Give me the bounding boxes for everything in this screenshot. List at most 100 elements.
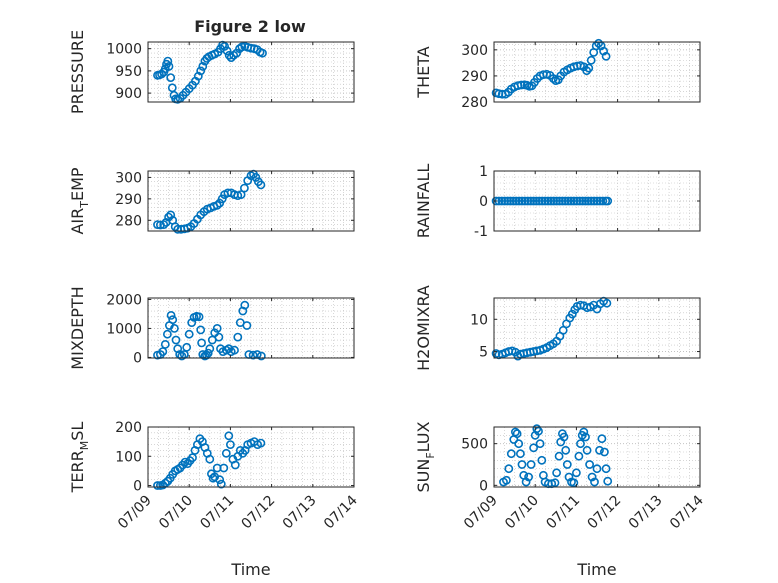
data-point bbox=[203, 348, 213, 358]
data-point bbox=[166, 73, 176, 82]
data-point bbox=[516, 80, 526, 90]
data-point bbox=[497, 196, 507, 206]
data-point bbox=[581, 432, 590, 442]
data-point bbox=[514, 196, 524, 206]
data-point bbox=[524, 472, 533, 482]
data-point bbox=[521, 477, 531, 487]
data-point bbox=[569, 196, 579, 206]
axes-box bbox=[493, 426, 701, 488]
data-point bbox=[166, 210, 176, 220]
figure-title: Figure 2 low bbox=[194, 17, 306, 36]
data-point bbox=[511, 196, 521, 206]
data-point bbox=[500, 196, 510, 206]
data-point bbox=[516, 449, 525, 459]
data-point bbox=[602, 298, 612, 308]
y-tick-label: 500 bbox=[461, 437, 488, 453]
data-point bbox=[506, 196, 515, 206]
data-point bbox=[561, 445, 571, 455]
data-points bbox=[153, 169, 266, 234]
data-point bbox=[194, 312, 204, 322]
data-point bbox=[558, 196, 567, 206]
data-point bbox=[549, 196, 559, 206]
y-axis-label: MIXDEPTH bbox=[68, 286, 87, 369]
y-tick-label: 290 bbox=[115, 192, 142, 208]
data-point bbox=[562, 460, 572, 469]
data-point bbox=[226, 53, 236, 62]
data-point bbox=[555, 196, 564, 206]
y-tick-label: 0 bbox=[479, 194, 488, 210]
data-point bbox=[196, 325, 206, 335]
data-point bbox=[251, 172, 261, 182]
data-point bbox=[221, 448, 231, 458]
axes-box bbox=[147, 41, 355, 103]
y-axis-label: AIRTEMP bbox=[68, 167, 91, 234]
data-point bbox=[600, 447, 609, 457]
subplot-air-temp: 280 290 300 AIRTEMP bbox=[68, 167, 355, 235]
data-point bbox=[184, 329, 194, 339]
data-point bbox=[256, 180, 266, 190]
data-point bbox=[537, 196, 547, 206]
data-point bbox=[205, 454, 215, 464]
y-axis-label: RAINFALL bbox=[414, 164, 433, 239]
data-point bbox=[520, 196, 530, 206]
data-point bbox=[166, 310, 176, 320]
data-point bbox=[214, 332, 224, 342]
y-tick-label: 200 bbox=[115, 420, 142, 436]
subplot-h2omixra: 5 10 H2OMIXRA bbox=[414, 285, 701, 371]
data-point bbox=[592, 464, 602, 474]
data-point bbox=[550, 478, 560, 488]
data-point bbox=[196, 66, 206, 76]
data-point bbox=[563, 196, 573, 206]
axes-box bbox=[493, 41, 701, 103]
data-point bbox=[163, 56, 173, 66]
data-point bbox=[546, 196, 556, 206]
data-point bbox=[574, 451, 584, 461]
y-axis-label: H2OMIXRA bbox=[414, 285, 433, 371]
data-point bbox=[540, 196, 550, 206]
data-point bbox=[601, 464, 611, 474]
data-point bbox=[581, 196, 590, 206]
data-point bbox=[572, 468, 581, 478]
data-point bbox=[569, 478, 579, 488]
y-axis-label: SUNFLUX bbox=[414, 421, 437, 492]
data-point bbox=[506, 449, 516, 459]
data-point bbox=[248, 350, 258, 360]
data-point bbox=[212, 323, 222, 333]
data-point bbox=[535, 439, 545, 449]
data-point bbox=[566, 196, 576, 206]
data-point bbox=[560, 196, 570, 206]
y-tick-label: 0 bbox=[133, 350, 142, 366]
x-axis-label: Time bbox=[230, 560, 270, 579]
y-tick-label: 300 bbox=[461, 43, 488, 59]
data-point bbox=[168, 315, 178, 325]
y-tick-label: 290 bbox=[461, 69, 488, 85]
y-tick-label: 0 bbox=[479, 478, 488, 494]
data-point bbox=[526, 196, 536, 206]
data-point bbox=[212, 200, 222, 210]
data-point bbox=[601, 51, 611, 61]
axes-box bbox=[147, 426, 355, 488]
data-point bbox=[517, 460, 527, 469]
data-point bbox=[216, 479, 226, 489]
data-point bbox=[575, 196, 585, 206]
y-tick-label: 300 bbox=[115, 170, 142, 186]
data-point bbox=[567, 309, 577, 319]
data-point bbox=[548, 74, 558, 83]
data-point bbox=[576, 439, 585, 449]
data-point bbox=[215, 475, 225, 485]
data-point bbox=[594, 38, 603, 48]
y-tick-label: 950 bbox=[115, 64, 142, 80]
data-point bbox=[554, 451, 564, 461]
y-tick-label: 0 bbox=[133, 479, 142, 495]
data-point bbox=[501, 475, 511, 485]
y-axis-label: PRESSURE bbox=[68, 30, 87, 114]
data-point bbox=[491, 196, 501, 206]
y-tick-label: 5 bbox=[479, 345, 488, 361]
data-point bbox=[578, 196, 587, 206]
grid bbox=[148, 426, 354, 487]
data-point bbox=[258, 48, 267, 58]
y-tick-label: 10 bbox=[470, 312, 488, 328]
data-point bbox=[552, 196, 561, 206]
y-axis-label: THETA bbox=[414, 46, 433, 98]
data-point bbox=[240, 300, 250, 310]
